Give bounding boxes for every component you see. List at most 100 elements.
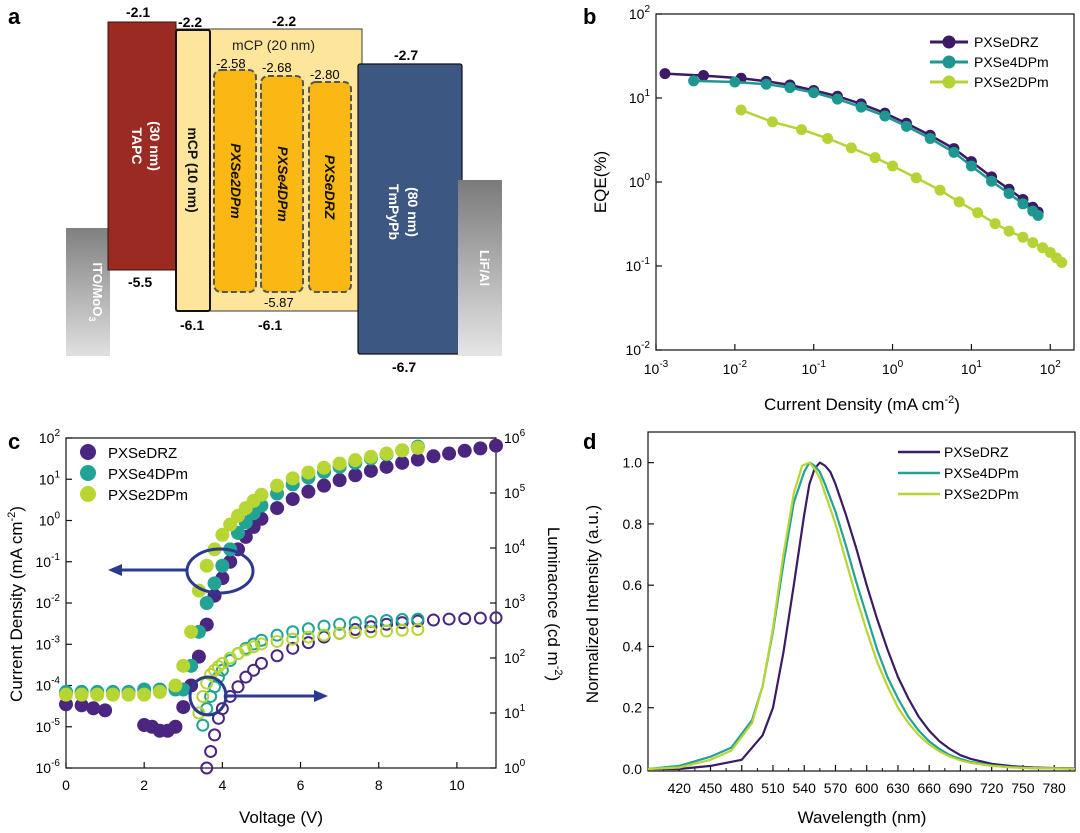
eqe-point-PXSe2DPm: [1017, 231, 1029, 243]
y-tick-label-c-base: 10: [36, 678, 52, 694]
y-tick-label-b-exp: 2: [644, 4, 650, 15]
x-tick-label-b: 101: [961, 359, 983, 377]
y-tick-label-d: 1.0: [623, 455, 643, 471]
eqe-point-PXSe4DPm: [855, 101, 867, 113]
ylabel-b: EQE(%): [591, 151, 610, 213]
x-tick-label-b: 10-1: [801, 359, 826, 377]
tmpypb-label: TmPyPb: [386, 184, 402, 240]
current-point-PXSeDRZ: [270, 501, 285, 516]
x-tick-label-b: 102: [1040, 359, 1062, 377]
luminance-point-PXSeDRZ: [286, 641, 300, 655]
tapc-label: TAPC: [129, 127, 145, 164]
eqe-point-PXSe4DPm: [688, 75, 700, 87]
current-point-PXSe2DPm: [59, 687, 73, 702]
tapc-layer: [107, 21, 177, 271]
eqe-point-PXSe4DPm: [1003, 187, 1015, 199]
panel-b-eqe-chart: b 10-3 10-2 10-1 100 101 10210-210-1100101102…: [583, 4, 1075, 414]
x-tick-label-b-base: 10: [644, 361, 660, 377]
mcp-10nm-label: mCP (10 nm): [185, 127, 201, 212]
current-point-PXSe2DPm: [215, 527, 230, 542]
luminance-point-PXSe4DPm: [254, 633, 268, 647]
pxse2dpm-layer: [213, 69, 257, 293]
luminance-point-PXSe4DPm: [270, 628, 284, 642]
eqe-point-PXSe4DPm: [760, 78, 772, 90]
luminance-point-PXSe2DPm: [348, 626, 362, 640]
x-tick-label-d: 570: [824, 780, 848, 796]
y2-tick-label-c: 105: [504, 483, 526, 501]
current-point-PXSe2DPm: [199, 558, 214, 573]
luminance-point-PXSeDRZ: [270, 649, 284, 663]
luminance-point-PXSe2DPm: [270, 634, 284, 648]
pxse4dpm-homo: -5.87: [264, 295, 294, 310]
current-point-PXSeDRZ: [457, 443, 472, 458]
legend-d: PXSeDRZ PXSe4DPm PXSe2DPm: [898, 444, 1019, 502]
y-tick-label-c-exp: -3: [51, 634, 60, 645]
y2-tick-label-c-base: 10: [504, 485, 520, 501]
luminance-point-PXSeDRZ: [204, 744, 218, 758]
luminance-point-PXSe4DPm: [286, 625, 300, 639]
luminance-point-PXSe2DPm: [231, 647, 245, 661]
eqe-point-PXSe2DPm: [1056, 257, 1068, 269]
panel-d-el-spectra: d 420 450 480 510 540 570 600 630 660 690 720 750 78…: [583, 429, 1076, 827]
current-point-PXSe2DPm: [332, 456, 347, 471]
x-tick-label-d: 420: [668, 780, 692, 796]
legend-label-c-PXSe2DPm: PXSe2DPm: [108, 487, 188, 504]
luminance-point-PXSe4DPm: [196, 718, 210, 732]
pxse2dpm-label: PXSe2DPm: [228, 143, 244, 218]
eqe-point-PXSe2DPm: [869, 152, 881, 164]
tapc-thickness: (30 nm): [147, 121, 163, 171]
x-tick-label-b-base: 10: [801, 361, 817, 377]
y-tick-label-c-exp: -4: [51, 676, 60, 687]
x-tick-label-d: 780: [1042, 780, 1066, 796]
y2-tick-label-c-base: 10: [504, 650, 520, 666]
current-point-PXSe2DPm: [301, 465, 316, 480]
current-point-PXSeDRZ: [442, 446, 457, 461]
y-tick-label-c: 10-1: [36, 552, 61, 570]
ito-label: ITO/MoO3: [87, 263, 105, 322]
x-tick-label-d: 540: [793, 780, 817, 796]
current-point-PXSe2DPm: [176, 658, 191, 673]
current-point-PXSeDRZ: [332, 473, 347, 488]
spectrum-line-PXSeDRZ: [648, 461, 1076, 771]
y-tick-label-b: 102: [629, 4, 651, 22]
luminance-point-PXSe2DPm: [380, 624, 394, 638]
panel-label-d: d: [583, 429, 596, 454]
current-point-PXSeDRZ: [285, 492, 300, 507]
x-tick-label-b-exp: -2: [738, 359, 747, 370]
current-point-PXSeDRZ: [59, 697, 73, 712]
eqe-point-PXSe4DPm: [1032, 209, 1044, 221]
legend-marker-c-PXSe4DPm: [80, 465, 96, 481]
y-tick-label-b-base: 10: [629, 6, 645, 22]
current-point-PXSe2DPm: [137, 687, 152, 702]
ylabel-c: Current Density (mA cm-2): [6, 506, 26, 702]
legend-c: PXSeDRZ PXSe4DPm PXSe2DPm: [80, 444, 188, 504]
current-point-PXSeDRZ: [363, 463, 378, 478]
pxse4dpm-label: PXSe4DPm: [275, 146, 291, 221]
y2-tick-label-c: 106: [504, 428, 526, 446]
y-tick-label-c: 100: [39, 511, 61, 529]
tmpypb-thickness: (80 nm): [405, 187, 421, 237]
x-tick-label-c: 6: [297, 777, 305, 793]
y-tick-label-c-base: 10: [39, 513, 55, 529]
y2label-c: Luminacnce (cd m-2): [544, 527, 564, 681]
axis-ticks-d: 420 450 480 510 540 570 600 630 660 690 720 750 780 0…: [623, 455, 1071, 796]
x-tick-label-b: 100: [882, 359, 904, 377]
x-tick-label-b: 10-3: [644, 359, 669, 377]
y-tick-label-d: 0.2: [623, 700, 643, 716]
y-tick-label-c: 10-2: [36, 593, 61, 611]
current-point-PXSe2DPm: [395, 443, 410, 458]
y-tick-label-c: 10-6: [36, 758, 61, 776]
x-tick-label-d: 450: [699, 780, 723, 796]
eqe-point-PXSe2DPm: [822, 132, 834, 144]
tmpypb-homo: -6.7: [392, 359, 416, 375]
current-point-PXSe2DPm: [363, 449, 378, 464]
eqe-point-PXSe4DPm: [948, 146, 960, 158]
y2-tick-label-c-exp: 2: [520, 648, 526, 659]
current-point-PXSeDRZ: [74, 698, 89, 713]
luminance-point-PXSeDRZ: [489, 611, 503, 625]
y-tick-label-c-exp: 0: [54, 511, 60, 522]
y-tick-label-b: 10-1: [626, 256, 651, 274]
current-point-PXSe2DPm: [379, 446, 394, 461]
legend-marker-c-PXSe2DPm: [80, 486, 96, 502]
mcp-10nm-lumo: -2.2: [178, 14, 202, 30]
